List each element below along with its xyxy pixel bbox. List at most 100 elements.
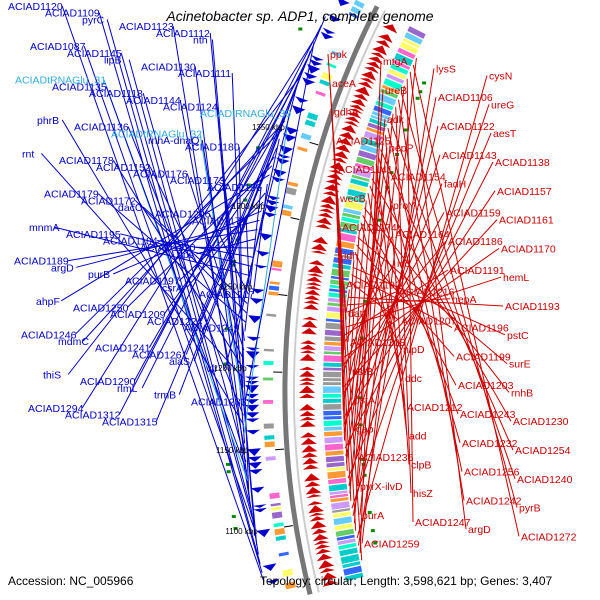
forward-cog-block bbox=[271, 260, 283, 268]
reverse-leader-line bbox=[356, 75, 488, 539]
reverse-gene-arrow bbox=[299, 410, 316, 417]
reverse-gene-label: ddc bbox=[405, 373, 422, 385]
forward-cog-block bbox=[266, 313, 277, 317]
forward-leader-line bbox=[127, 126, 244, 416]
reverse-gene-arrow bbox=[310, 250, 327, 255]
forward-cog-block bbox=[284, 581, 296, 590]
reverse-leader-line bbox=[347, 259, 355, 343]
cog-color-block bbox=[394, 52, 414, 67]
reverse-gene-label: dat bbox=[348, 308, 363, 320]
forward-gene-label: ACIAD1206 bbox=[155, 209, 211, 221]
forward-gene-arrow bbox=[265, 578, 280, 584]
reverse-gene-label: pyrX-ilvD bbox=[360, 481, 403, 493]
forward-leader-line bbox=[82, 120, 286, 342]
reverse-gene-label: ACIAD1256 bbox=[464, 467, 520, 479]
cog-color-block bbox=[342, 212, 361, 220]
forward-gene-arrow bbox=[322, 27, 336, 34]
forward-gene-label: phrB bbox=[37, 115, 59, 127]
forward-cog-block bbox=[350, 6, 362, 16]
forward-gene-label: ACIAD1176 bbox=[133, 169, 188, 181]
reverse-gene-label: ACIAD1157 bbox=[497, 186, 552, 198]
reverse-gene-label: ACIAD1235 bbox=[358, 452, 414, 464]
reverse-gene-label: ACIAD1161 bbox=[499, 215, 554, 227]
cog-color-block bbox=[377, 93, 397, 106]
forward-gene-arrow bbox=[276, 157, 290, 165]
gc-marker bbox=[373, 541, 378, 545]
reverse-leader-line bbox=[359, 85, 405, 515]
cog-color-block bbox=[324, 431, 343, 437]
reverse-gene-label: fadH bbox=[444, 179, 466, 191]
reverse-gene-arrow bbox=[300, 328, 317, 335]
forward-gene-label: argD bbox=[51, 262, 74, 274]
forward-gene-arrow bbox=[248, 315, 263, 324]
forward-gene-label: ACIAD1315 bbox=[102, 416, 158, 428]
reverse-gene-label: ACIAD1170 bbox=[501, 243, 556, 255]
forward-leader-line bbox=[105, 86, 248, 472]
cog-color-block bbox=[329, 490, 348, 495]
reverse-leader-line bbox=[380, 149, 514, 451]
cog-color-block bbox=[354, 162, 373, 171]
reverse-gene-label: ACIAD1240 bbox=[517, 474, 573, 486]
cog-color-block bbox=[361, 137, 381, 149]
reverse-leader-line bbox=[345, 276, 502, 328]
cog-color-block bbox=[323, 346, 343, 352]
reverse-gene-arrow bbox=[343, 121, 359, 128]
forward-gene-label: lipB bbox=[104, 55, 122, 67]
reverse-gene-arrow bbox=[312, 236, 329, 245]
forward-leader-line bbox=[113, 210, 262, 275]
reverse-gene-label: ACIAD1259 bbox=[364, 539, 420, 551]
reverse-gene-label: ACIAD1164 bbox=[395, 229, 450, 241]
gc-marker bbox=[362, 473, 367, 477]
forward-cog-block bbox=[271, 511, 283, 519]
forward-cog-block bbox=[264, 435, 275, 440]
reverse-gene-arrow bbox=[299, 377, 316, 381]
forward-gene-label: ACIAD1224 bbox=[147, 316, 203, 328]
forward-gene-label: ACIAD1124 bbox=[163, 102, 218, 114]
reverse-leader-line bbox=[345, 289, 350, 314]
forward-leader-line bbox=[41, 153, 244, 379]
reverse-gene-label: ACIAD1232 bbox=[462, 438, 518, 450]
cog-color-block bbox=[404, 32, 423, 45]
cog-color-block bbox=[323, 351, 342, 355]
tick-label: 1350 kbp bbox=[252, 123, 285, 132]
reverse-gene-arrow bbox=[299, 420, 316, 428]
reverse-gene-label: ACIAD1174 bbox=[342, 222, 397, 234]
cog-color-block bbox=[350, 178, 369, 188]
forward-gene-arrow bbox=[309, 58, 323, 66]
cog-color-block bbox=[366, 126, 385, 136]
reverse-gene-arrow bbox=[322, 580, 339, 587]
reverse-gene-arrow bbox=[308, 260, 325, 266]
forward-leader-line bbox=[194, 246, 255, 249]
forward-gene-arrow bbox=[279, 145, 294, 155]
forward-gene-label: ACIAD1184 bbox=[103, 236, 158, 248]
gc-marker bbox=[226, 470, 231, 474]
reverse-gene-label: pyrB bbox=[519, 503, 541, 515]
forward-leader-line bbox=[112, 159, 244, 369]
cog-color-block bbox=[352, 167, 372, 179]
forward-cog-block bbox=[264, 441, 275, 448]
forward-leader-line bbox=[141, 59, 308, 389]
forward-gene-label: ACIAD1261 bbox=[132, 349, 188, 361]
gc-marker bbox=[389, 171, 394, 175]
reverse-gene-arrow bbox=[325, 179, 342, 186]
forward-gene-arrow bbox=[245, 404, 260, 412]
reverse-gene-arrow bbox=[354, 86, 370, 97]
reverse-gene-label: hisZ bbox=[413, 488, 433, 500]
forward-gene-arrow bbox=[320, 31, 334, 40]
cog-color-block bbox=[399, 41, 419, 55]
reverse-gene-arrow bbox=[349, 105, 365, 112]
forward-gene-label: ACIAD1209 bbox=[110, 309, 166, 321]
reverse-gene-label: nlpD bbox=[403, 344, 425, 356]
reverse-gene-arrow bbox=[308, 512, 325, 517]
cog-color-block bbox=[323, 410, 342, 416]
reverse-gene-arrow bbox=[299, 381, 316, 385]
forward-gene-label: ACIAD1173 bbox=[170, 175, 225, 187]
forward-leader-line bbox=[200, 147, 278, 322]
reverse-gene-arrow bbox=[316, 553, 333, 562]
reverse-gene-arrow bbox=[301, 445, 318, 453]
forward-gene-arrow bbox=[273, 168, 287, 178]
forward-gene-arrow bbox=[263, 211, 277, 218]
forward-gene-arrow bbox=[310, 54, 324, 61]
forward-cog-block bbox=[348, 12, 359, 19]
reverse-gene-arrow bbox=[309, 516, 326, 522]
